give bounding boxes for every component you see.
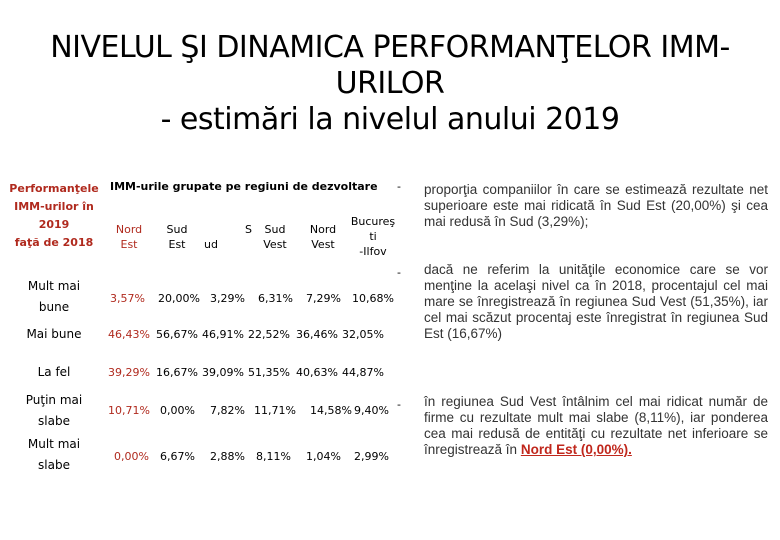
region-header-line: Est bbox=[168, 238, 186, 251]
table-cell: 11,71% bbox=[254, 404, 296, 417]
corner-header-line: IMM-urilor în bbox=[14, 200, 94, 213]
finding-text: proporţia companiilor în care se estimea… bbox=[424, 182, 768, 229]
row-label-line: bune bbox=[38, 300, 70, 314]
dash-mark: - bbox=[397, 180, 401, 193]
table-cell: 14,58% bbox=[310, 404, 352, 417]
table-cell: 3,29% bbox=[210, 292, 245, 305]
row-label-putin-mai-slabe: Puţin mai slabe bbox=[4, 390, 104, 432]
region-header-line: Nord bbox=[115, 223, 143, 236]
region-header-bucuresti-ilfov: Bucureş ti -Ilfov bbox=[344, 214, 402, 259]
row-label-line: La fel bbox=[37, 365, 71, 379]
table-cell: 32,05% bbox=[342, 328, 384, 341]
table-cell: 2,99% bbox=[354, 450, 389, 463]
table-cell: 6,67% bbox=[160, 450, 195, 463]
group-header: IMM-urile grupate pe regiuni de dezvolta… bbox=[110, 180, 378, 193]
region-header-nord-est: Nord Est bbox=[114, 222, 144, 252]
region-header-sud-est: Sud Est bbox=[160, 222, 194, 252]
region-header-line: Bucureş bbox=[350, 215, 396, 228]
region-header-line: -Ilfov bbox=[359, 245, 387, 258]
row-label-mai-bune: Mai bune bbox=[4, 324, 104, 345]
performance-table: Performanţele IMM-urilor în 2019 faţă de… bbox=[4, 180, 402, 476]
table-cell: 56,67% bbox=[156, 328, 198, 341]
finding-text: în regiunea Sud Vest întâlnim cel mai ri… bbox=[424, 394, 768, 457]
corner-header-line: Performanţele bbox=[9, 182, 99, 195]
region-header-nord-vest: Nord Vest bbox=[306, 222, 340, 252]
table-cell: 0,00% bbox=[114, 450, 149, 463]
table-cell: 7,29% bbox=[306, 292, 341, 305]
table-cell: 8,11% bbox=[256, 450, 291, 463]
row-label-line: Puţin mai bbox=[25, 393, 83, 407]
table-cell: 46,91% bbox=[202, 328, 244, 341]
region-header-line: Vest bbox=[311, 238, 335, 251]
row-label-la-fel: La fel bbox=[4, 362, 104, 383]
region-header-line: ti bbox=[369, 230, 377, 243]
row-label-line: Mult mai bbox=[27, 279, 81, 293]
table-cell: 1,04% bbox=[306, 450, 341, 463]
table-cell: 16,67% bbox=[156, 366, 198, 379]
table-cell: 36,46% bbox=[296, 328, 338, 341]
finding-highlight: Nord Est (0,00%). bbox=[520, 442, 632, 457]
table-cell: 3,57% bbox=[110, 292, 145, 305]
region-header-line: Sud bbox=[264, 223, 286, 236]
table-cell: 20,00% bbox=[158, 292, 200, 305]
table-cell: 51,35% bbox=[248, 366, 290, 379]
table-cell: 10,68% bbox=[352, 292, 394, 305]
table-cell: 46,43% bbox=[108, 328, 150, 341]
table-cell: 9,40% bbox=[354, 404, 389, 417]
region-header-line: S bbox=[245, 223, 252, 236]
table-cell: 39,29% bbox=[108, 366, 150, 379]
corner-header-line: faţă de 2018 bbox=[14, 236, 94, 249]
region-header-sud: S ud bbox=[204, 222, 252, 252]
region-header-line: ud bbox=[204, 238, 218, 251]
region-header-line: Nord bbox=[309, 223, 337, 236]
corner-header-line: 2019 bbox=[38, 218, 70, 231]
finding-text: dacă ne referim la unităţile economice c… bbox=[424, 262, 768, 341]
row-label-line: slabe bbox=[38, 458, 70, 472]
region-header-line: Est bbox=[120, 238, 138, 251]
table-cell: 0,00% bbox=[160, 404, 195, 417]
region-header-sud-vest: Sud Vest bbox=[258, 222, 292, 252]
row-label-line: Mult mai bbox=[27, 437, 81, 451]
corner-header: Performanţele IMM-urilor în 2019 faţă de… bbox=[4, 180, 104, 252]
table-cell: 40,63% bbox=[296, 366, 338, 379]
finding-item: în regiunea Sud Vest întâlnim cel mai ri… bbox=[424, 394, 768, 458]
row-label-mult-mai-slabe: Mult mai slabe bbox=[4, 434, 104, 476]
page-title: NIVELUL ŞI DINAMICA PERFORMANŢELOR IMM- … bbox=[20, 30, 760, 138]
title-line-2: URILOR bbox=[335, 66, 445, 101]
row-label-mult-mai-bune: Mult mai bune bbox=[4, 276, 104, 318]
title-line-3: - estimări la nivelul anului 2019 bbox=[160, 102, 620, 137]
title-line-1: NIVELUL ŞI DINAMICA PERFORMANŢELOR IMM- bbox=[50, 30, 730, 65]
region-header-line: Vest bbox=[263, 238, 287, 251]
row-label-line: slabe bbox=[38, 414, 70, 428]
region-header-line: Sud bbox=[166, 223, 188, 236]
finding-item: dacă ne referim la unităţile economice c… bbox=[424, 262, 768, 342]
dash-mark: - bbox=[397, 398, 401, 411]
row-label-line: Mai bune bbox=[26, 327, 82, 341]
table-cell: 2,88% bbox=[210, 450, 245, 463]
table-cell: 39,09% bbox=[202, 366, 244, 379]
table-cell: 44,87% bbox=[342, 366, 384, 379]
finding-item: proporţia companiilor în care se estimea… bbox=[424, 182, 768, 230]
table-cell: 7,82% bbox=[210, 404, 245, 417]
table-cell: 6,31% bbox=[258, 292, 293, 305]
dash-mark: - bbox=[397, 266, 401, 279]
table-cell: 22,52% bbox=[248, 328, 290, 341]
table-cell: 10,71% bbox=[108, 404, 150, 417]
